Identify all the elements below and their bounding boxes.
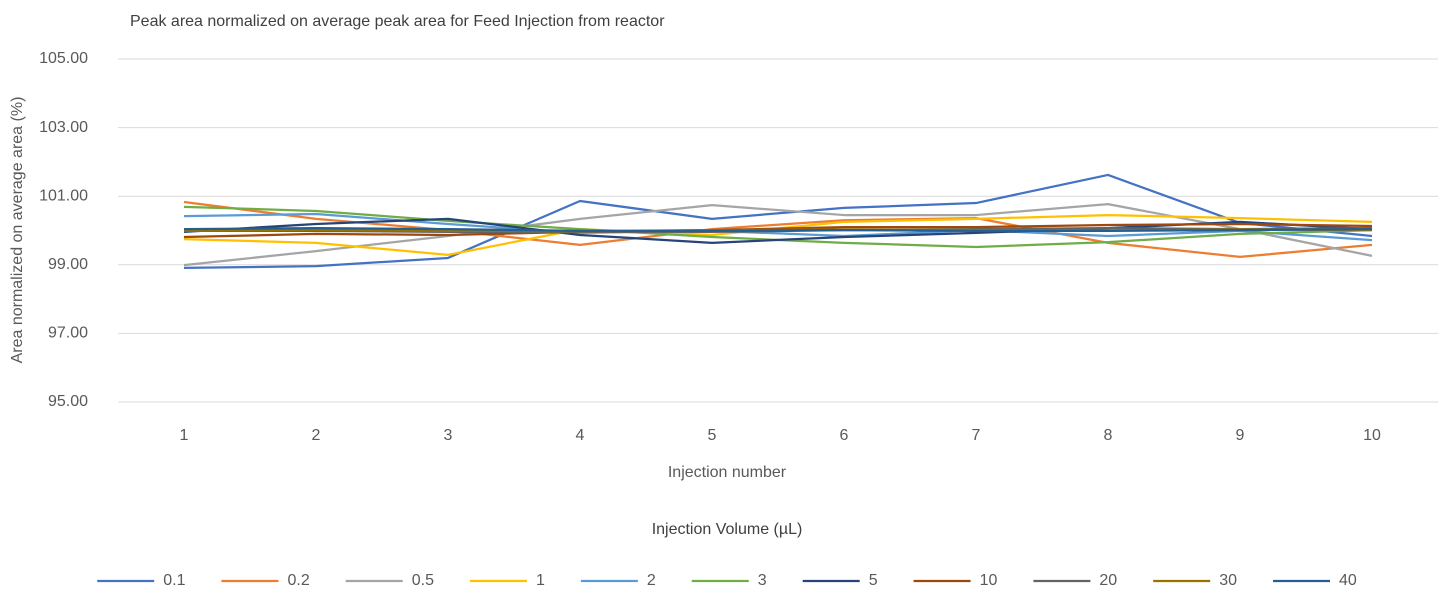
series-line bbox=[183, 226, 1373, 232]
series-line bbox=[183, 212, 1373, 242]
legend-label: 2 bbox=[647, 572, 656, 589]
legend-label: 30 bbox=[1219, 572, 1237, 589]
x-tick-label: 9 bbox=[1236, 427, 1245, 444]
y-tick-label: 95.00 bbox=[48, 393, 88, 410]
y-tick-label: 103.00 bbox=[39, 119, 88, 136]
x-tick-label: 4 bbox=[576, 427, 585, 444]
legend-label: 40 bbox=[1339, 572, 1357, 589]
y-tick-label: 101.00 bbox=[39, 187, 88, 204]
series-line bbox=[183, 200, 1373, 259]
legend-label: 0.2 bbox=[287, 572, 309, 589]
legend-label: 0.5 bbox=[412, 572, 434, 589]
x-axis-label: Injection number bbox=[668, 464, 787, 481]
x-tick-label: 1 bbox=[180, 427, 189, 444]
series-line bbox=[183, 222, 1373, 239]
x-tick-label: 10 bbox=[1363, 427, 1381, 444]
x-tick-label: 6 bbox=[840, 427, 849, 444]
y-tick-label: 97.00 bbox=[48, 325, 88, 342]
y-tick-label: 105.00 bbox=[39, 50, 88, 67]
legend-title: Injection Volume (µL) bbox=[652, 521, 803, 538]
x-tick-label: 2 bbox=[312, 427, 321, 444]
legend-label: 20 bbox=[1099, 572, 1117, 589]
legend-label: 5 bbox=[869, 572, 878, 589]
chart-title: Peak area normalized on average peak are… bbox=[130, 13, 665, 30]
y-tick-label: 99.00 bbox=[48, 256, 88, 273]
x-tick-label: 5 bbox=[708, 427, 717, 444]
legend-label: 3 bbox=[758, 572, 767, 589]
x-tick-label: 8 bbox=[1104, 427, 1113, 444]
y-axis-label: Area normalized on average area (%) bbox=[9, 97, 26, 364]
legend-label: 1 bbox=[536, 572, 545, 589]
legend-label: 10 bbox=[980, 572, 998, 589]
legend: 0.1 0.2 0.5 1 2 3 5 10 20 30 40 bbox=[97, 572, 1357, 589]
x-tick-label: 7 bbox=[972, 427, 981, 444]
x-tick-label: 3 bbox=[444, 427, 453, 444]
legend-label: 0.1 bbox=[163, 572, 185, 589]
series-line bbox=[183, 173, 1373, 270]
